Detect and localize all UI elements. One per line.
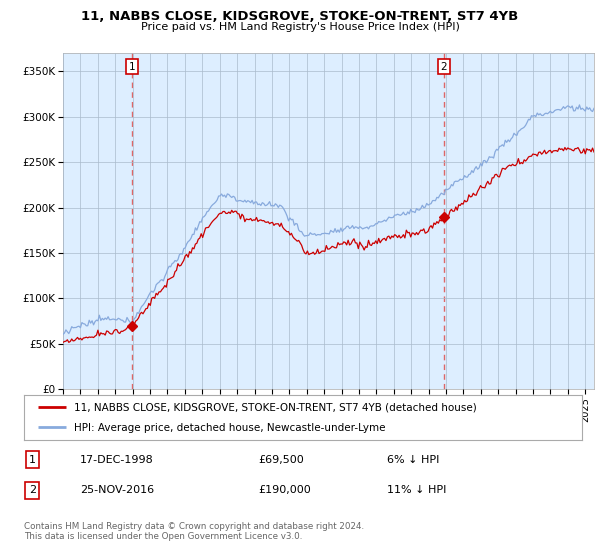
Text: HPI: Average price, detached house, Newcastle-under-Lyme: HPI: Average price, detached house, Newc… bbox=[74, 422, 386, 432]
Text: 11% ↓ HPI: 11% ↓ HPI bbox=[387, 486, 446, 496]
Text: 2: 2 bbox=[29, 486, 36, 496]
Text: £190,000: £190,000 bbox=[259, 486, 311, 496]
Text: £69,500: £69,500 bbox=[259, 455, 304, 465]
Text: 11, NABBS CLOSE, KIDSGROVE, STOKE-ON-TRENT, ST7 4YB (detached house): 11, NABBS CLOSE, KIDSGROVE, STOKE-ON-TRE… bbox=[74, 402, 477, 412]
Text: 1: 1 bbox=[29, 455, 36, 465]
Text: 17-DEC-1998: 17-DEC-1998 bbox=[80, 455, 154, 465]
Text: 11, NABBS CLOSE, KIDSGROVE, STOKE-ON-TRENT, ST7 4YB: 11, NABBS CLOSE, KIDSGROVE, STOKE-ON-TRE… bbox=[82, 10, 518, 23]
Text: 25-NOV-2016: 25-NOV-2016 bbox=[80, 486, 154, 496]
Text: 1: 1 bbox=[128, 62, 135, 72]
Text: 2: 2 bbox=[440, 62, 447, 72]
Text: 6% ↓ HPI: 6% ↓ HPI bbox=[387, 455, 439, 465]
Text: Contains HM Land Registry data © Crown copyright and database right 2024.
This d: Contains HM Land Registry data © Crown c… bbox=[24, 522, 364, 542]
Text: Price paid vs. HM Land Registry's House Price Index (HPI): Price paid vs. HM Land Registry's House … bbox=[140, 22, 460, 32]
